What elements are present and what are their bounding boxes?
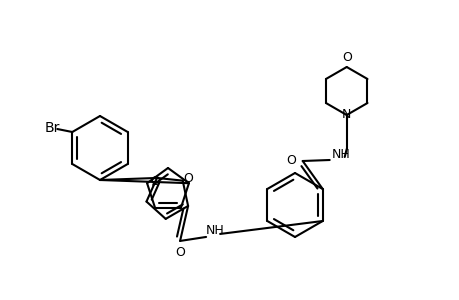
- Text: N: N: [341, 109, 351, 122]
- Text: NH: NH: [205, 224, 224, 237]
- Text: Br: Br: [44, 121, 60, 135]
- Text: O: O: [341, 50, 351, 64]
- Text: O: O: [182, 172, 192, 185]
- Text: NH: NH: [330, 148, 349, 161]
- Text: O: O: [150, 175, 160, 188]
- Text: O: O: [285, 154, 295, 167]
- Text: O: O: [175, 246, 185, 260]
